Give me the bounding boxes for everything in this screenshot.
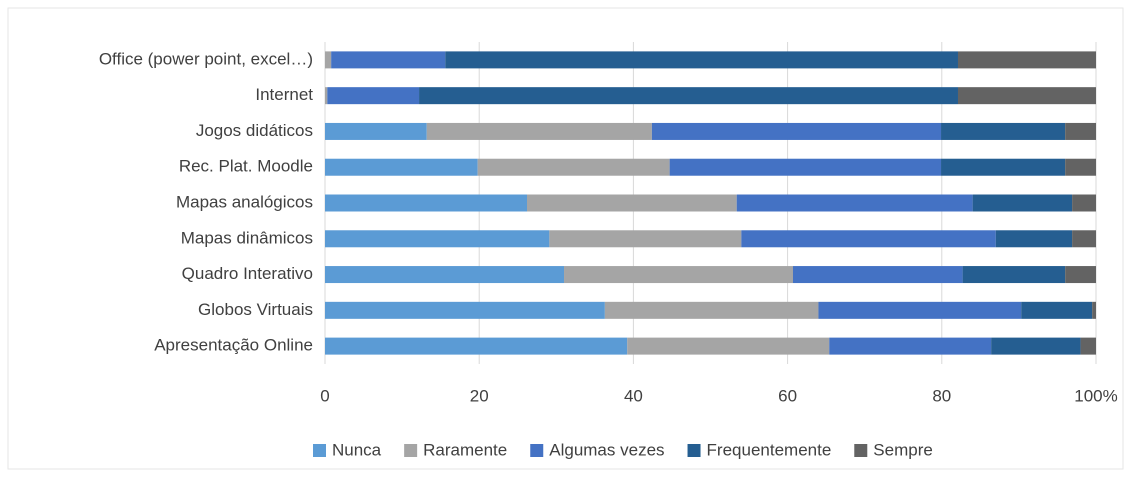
chart-frame [7, 7, 1124, 470]
bar-segment [325, 230, 550, 248]
y-tick-label: Mapas analógicos [176, 192, 313, 211]
x-tick-label: 80 [932, 386, 951, 405]
bar-segment [1092, 301, 1096, 319]
y-tick-label: Apresentação Online [154, 336, 313, 355]
y-tick-label: Mapas dinâmicos [181, 228, 313, 247]
bar-segment [792, 266, 963, 284]
bar-segment [962, 266, 1066, 284]
legend-swatch [854, 444, 868, 457]
bar-segment [325, 194, 528, 212]
bar-segment [549, 230, 742, 248]
bar-segment [651, 122, 942, 140]
bar-segment [736, 194, 973, 212]
bar-segment [527, 194, 737, 212]
bar-segment [1021, 301, 1093, 319]
bar-segment [627, 337, 830, 355]
x-tick-label: 20 [470, 386, 489, 405]
legend-label: Raramente [423, 440, 507, 459]
bar-segment [957, 87, 1096, 105]
bar-segment [941, 122, 1066, 140]
x-tick-label: 60 [778, 386, 797, 405]
bar-segment [325, 301, 605, 319]
bar-segment [325, 158, 478, 176]
y-tick-label: Jogos didáticos [196, 121, 313, 140]
bar-segment [1072, 230, 1096, 248]
legend-label: Sempre [873, 440, 933, 459]
bar-segment [829, 337, 992, 355]
bar-segment [1065, 158, 1096, 176]
legend-label: Frequentemente [707, 440, 832, 459]
y-tick-label: Office (power point, excel…) [99, 49, 313, 68]
bar-segment [1065, 122, 1096, 140]
bar-segment [564, 266, 793, 284]
bar-segment [327, 87, 420, 105]
bar-segment [741, 230, 996, 248]
bar-segment [818, 301, 1022, 319]
bar-segment [604, 301, 819, 319]
y-tick-label: Rec. Plat. Moodle [179, 157, 313, 176]
bar-segment [941, 158, 1066, 176]
x-tick-label: 0 [320, 386, 329, 405]
bar-segment [331, 51, 446, 69]
y-tick-label: Globos Virtuais [198, 300, 313, 319]
x-tick-label: 100% [1074, 386, 1117, 405]
bar-segment [957, 51, 1096, 69]
bar-segment [445, 51, 958, 69]
y-tick-label: Internet [255, 85, 313, 104]
bar-segment [419, 87, 958, 105]
bar-segment [972, 194, 1073, 212]
y-tick-label: Quadro Interativo [182, 264, 313, 283]
bar-segment [325, 87, 328, 105]
bar-segment [991, 337, 1081, 355]
bar-segment [325, 266, 565, 284]
legend-swatch [687, 444, 701, 457]
x-tick-label: 40 [624, 386, 643, 405]
bar-segment [669, 158, 942, 176]
bar-segment [1065, 266, 1096, 284]
bar-segment [995, 230, 1073, 248]
legend-label: Algumas vezes [549, 440, 664, 459]
bar-segment [325, 337, 628, 355]
legend-swatch [313, 444, 326, 457]
legend-swatch [530, 444, 544, 457]
bar-segment [426, 122, 652, 140]
bar-segment [325, 122, 427, 140]
legend-swatch [404, 444, 418, 457]
bar-segment [325, 51, 332, 69]
bar-segment [1080, 337, 1096, 355]
bar-segment [477, 158, 670, 176]
legend-label: Nunca [332, 440, 382, 459]
bar-segment [1072, 194, 1096, 212]
